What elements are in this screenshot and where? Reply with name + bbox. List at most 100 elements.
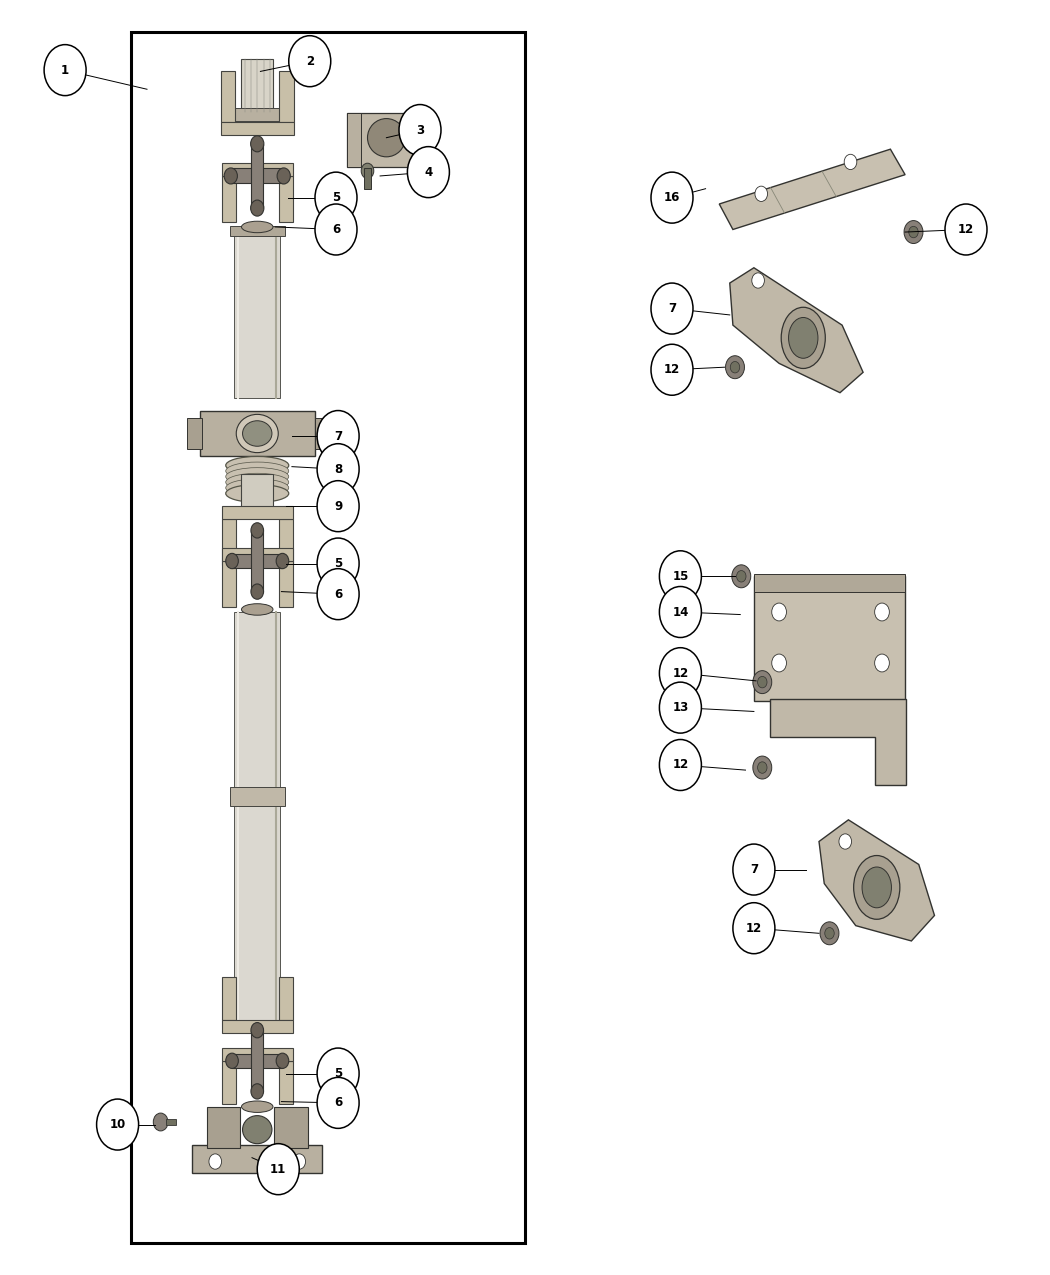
- Circle shape: [97, 1099, 139, 1150]
- Circle shape: [251, 135, 264, 152]
- Bar: [251, 144, 264, 208]
- Bar: [222, 519, 236, 565]
- Text: 4: 4: [424, 166, 433, 178]
- Circle shape: [225, 168, 237, 184]
- Circle shape: [226, 553, 238, 569]
- Text: 7: 7: [750, 863, 758, 876]
- Ellipse shape: [242, 604, 273, 615]
- Bar: [192, 1145, 322, 1173]
- Text: 5: 5: [334, 557, 342, 570]
- Ellipse shape: [243, 421, 272, 446]
- Ellipse shape: [226, 462, 289, 479]
- Circle shape: [659, 648, 701, 699]
- Text: 1: 1: [61, 64, 69, 76]
- Circle shape: [752, 273, 764, 288]
- Text: 9: 9: [334, 500, 342, 513]
- Ellipse shape: [854, 856, 900, 919]
- Text: 13: 13: [672, 701, 689, 714]
- Ellipse shape: [781, 307, 825, 368]
- Bar: [251, 1030, 264, 1091]
- Circle shape: [257, 1144, 299, 1195]
- Ellipse shape: [368, 119, 405, 157]
- Ellipse shape: [226, 479, 289, 497]
- Bar: [234, 230, 280, 398]
- Circle shape: [755, 186, 768, 201]
- Bar: [222, 506, 293, 519]
- Text: 7: 7: [668, 302, 676, 315]
- Bar: [222, 1061, 236, 1104]
- Circle shape: [733, 844, 775, 895]
- Circle shape: [772, 603, 786, 621]
- Circle shape: [251, 1084, 264, 1099]
- Circle shape: [908, 227, 918, 237]
- Bar: [278, 977, 293, 1020]
- Circle shape: [293, 1154, 306, 1169]
- Bar: [412, 113, 426, 167]
- Bar: [222, 1048, 293, 1061]
- Circle shape: [736, 571, 746, 581]
- Circle shape: [659, 740, 701, 790]
- Circle shape: [732, 565, 751, 588]
- Text: 10: 10: [109, 1118, 126, 1131]
- Text: 15: 15: [672, 570, 689, 583]
- Circle shape: [317, 444, 359, 495]
- Ellipse shape: [789, 317, 818, 358]
- Circle shape: [407, 147, 449, 198]
- Bar: [278, 561, 293, 607]
- Circle shape: [317, 481, 359, 532]
- Text: 16: 16: [664, 191, 680, 204]
- Bar: [278, 1061, 293, 1104]
- Circle shape: [317, 538, 359, 589]
- Bar: [200, 411, 315, 456]
- Bar: [278, 519, 293, 565]
- Bar: [222, 1020, 293, 1033]
- Bar: [279, 71, 294, 122]
- Bar: [274, 1107, 308, 1148]
- Circle shape: [276, 553, 289, 569]
- Ellipse shape: [236, 414, 278, 453]
- Circle shape: [153, 1113, 168, 1131]
- Circle shape: [731, 362, 739, 372]
- Ellipse shape: [226, 473, 289, 491]
- Bar: [754, 574, 905, 592]
- Circle shape: [875, 654, 889, 672]
- Circle shape: [753, 671, 772, 694]
- Circle shape: [726, 356, 744, 379]
- Circle shape: [317, 569, 359, 620]
- Circle shape: [289, 36, 331, 87]
- Text: 8: 8: [334, 463, 342, 476]
- Circle shape: [757, 762, 766, 773]
- Bar: [234, 108, 280, 121]
- Bar: [222, 548, 293, 561]
- Circle shape: [399, 105, 441, 156]
- Polygon shape: [730, 268, 863, 393]
- Bar: [278, 176, 293, 222]
- Circle shape: [659, 586, 701, 638]
- Bar: [131, 32, 525, 1243]
- Bar: [222, 977, 236, 1020]
- Bar: [346, 113, 426, 167]
- Ellipse shape: [226, 468, 289, 486]
- Text: 3: 3: [416, 124, 424, 136]
- Text: 6: 6: [334, 1096, 342, 1109]
- Bar: [222, 176, 236, 222]
- Text: 6: 6: [334, 588, 342, 601]
- Ellipse shape: [243, 1116, 272, 1144]
- Circle shape: [251, 584, 264, 599]
- Text: 12: 12: [664, 363, 680, 376]
- Text: 5: 5: [334, 1067, 342, 1080]
- Text: 7: 7: [334, 430, 342, 442]
- Text: 12: 12: [672, 667, 689, 680]
- Bar: [230, 787, 285, 806]
- Text: 12: 12: [672, 759, 689, 771]
- Circle shape: [844, 154, 857, 170]
- Ellipse shape: [862, 867, 891, 908]
- Text: 14: 14: [672, 606, 689, 618]
- Polygon shape: [770, 699, 906, 785]
- Circle shape: [44, 45, 86, 96]
- Bar: [222, 163, 293, 176]
- Text: 2: 2: [306, 55, 314, 68]
- Bar: [242, 474, 273, 510]
- Ellipse shape: [242, 222, 273, 232]
- Circle shape: [317, 1048, 359, 1099]
